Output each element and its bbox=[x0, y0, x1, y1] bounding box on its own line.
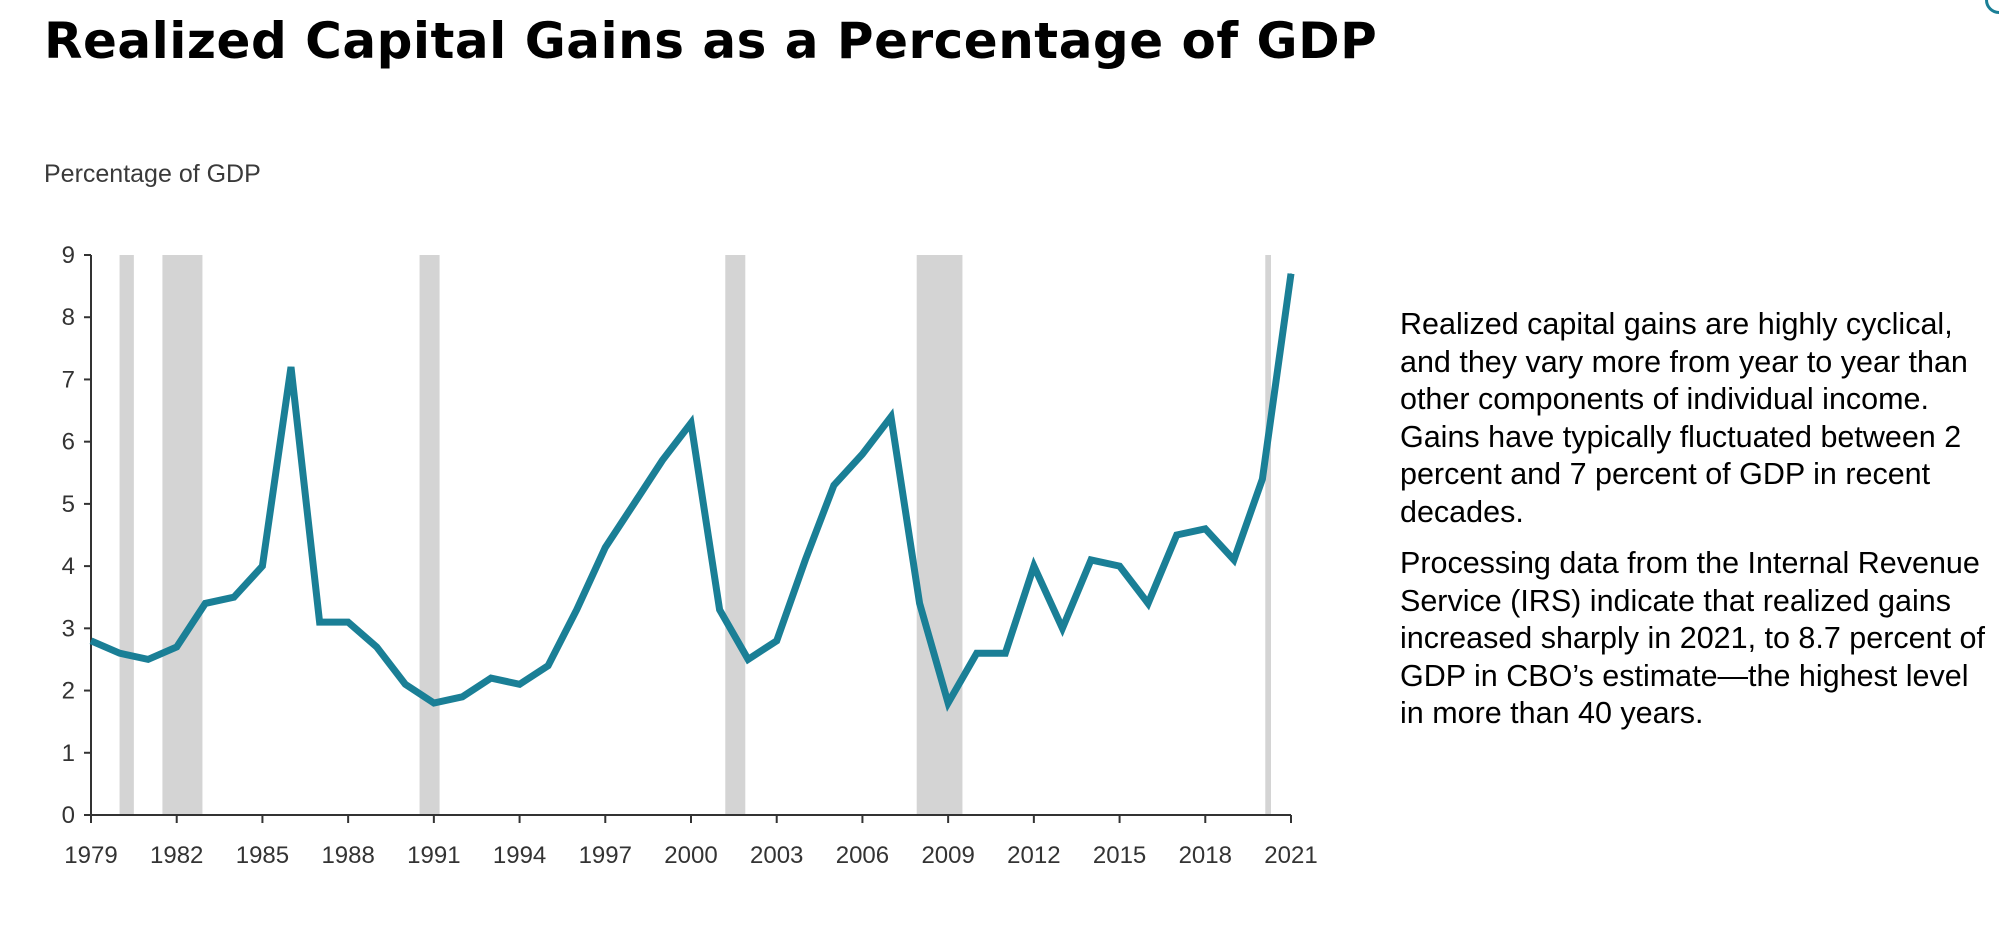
data-point bbox=[690, 422, 692, 424]
x-tick-label: 2018 bbox=[1179, 842, 1232, 869]
y-axis-title: Percentage of GDP bbox=[44, 160, 261, 188]
recession-band bbox=[119, 255, 134, 815]
x-tick-label: 1988 bbox=[321, 842, 374, 869]
recession-band bbox=[725, 255, 746, 815]
x-tick-label: 1997 bbox=[579, 842, 632, 869]
y-tick-label: 0 bbox=[62, 802, 75, 829]
y-tick-label: 1 bbox=[62, 740, 75, 767]
data-point bbox=[1061, 627, 1063, 629]
data-point bbox=[519, 683, 521, 685]
x-tick-label: 2015 bbox=[1093, 842, 1146, 869]
x-tick-label: 2003 bbox=[750, 842, 803, 869]
page-title: Realized Capital Gains as a Percentage o… bbox=[44, 12, 1378, 70]
data-point bbox=[976, 652, 978, 654]
data-point bbox=[833, 484, 835, 486]
data-point bbox=[1004, 652, 1006, 654]
data-point bbox=[747, 658, 749, 660]
recession-band bbox=[162, 255, 203, 815]
data-point bbox=[947, 702, 949, 704]
data-point bbox=[919, 602, 921, 604]
commentary-text: Realized capital gains are highly cyclic… bbox=[1400, 306, 1985, 747]
y-tick-label: 4 bbox=[62, 553, 75, 580]
data-point bbox=[490, 677, 492, 679]
x-tick-label: 1994 bbox=[493, 842, 546, 869]
data-point bbox=[719, 609, 721, 611]
data-point bbox=[261, 565, 263, 567]
data-point bbox=[547, 665, 549, 667]
data-point bbox=[319, 621, 321, 623]
recession-band bbox=[1265, 255, 1271, 815]
x-tick-label: 2009 bbox=[921, 842, 974, 869]
data-point bbox=[119, 652, 121, 654]
x-tick-label: 2012 bbox=[1007, 842, 1060, 869]
x-tick-label: 2000 bbox=[664, 842, 717, 869]
data-point bbox=[90, 640, 92, 642]
series-layer bbox=[89, 273, 1295, 712]
commentary-paragraph-2: Processing data from the Internal Revenu… bbox=[1400, 546, 1985, 730]
data-point bbox=[861, 453, 863, 455]
chart-area: Percentage of GDP 0 1 2 3 4 5 6 7 8 9 1979 1982 198… bbox=[0, 150, 1340, 890]
data-point bbox=[176, 646, 178, 648]
data-point bbox=[1119, 565, 1121, 567]
y-tick-label: 6 bbox=[62, 429, 75, 456]
data-point bbox=[1147, 602, 1149, 604]
data-point bbox=[376, 646, 378, 648]
data-point bbox=[147, 658, 149, 660]
data-point bbox=[633, 503, 635, 505]
commentary-paragraph-1: Realized capital gains are highly cyclic… bbox=[1400, 307, 1968, 529]
data-point bbox=[804, 559, 806, 561]
x-tick-label: 2021 bbox=[1264, 842, 1317, 869]
x-tick-label: 1985 bbox=[236, 842, 289, 869]
data-point bbox=[233, 596, 235, 598]
data-point bbox=[1290, 273, 1292, 275]
data-point bbox=[1204, 528, 1206, 530]
y-tick-label: 3 bbox=[62, 615, 75, 642]
recession-band bbox=[419, 255, 440, 815]
x-tick-label: 1979 bbox=[64, 842, 117, 869]
data-point bbox=[461, 696, 463, 698]
data-point bbox=[604, 546, 606, 548]
x-axis-ticks: 1979 1982 1985 1988 1991 1994 1997 2000 2003 2006… bbox=[64, 815, 1318, 869]
series-line bbox=[89, 273, 1295, 712]
recession-bands bbox=[119, 255, 1271, 815]
data-point bbox=[1233, 559, 1235, 561]
data-point bbox=[890, 416, 892, 418]
data-point bbox=[347, 621, 349, 623]
data-point bbox=[433, 702, 435, 704]
data-point bbox=[1090, 559, 1092, 561]
line-chart: Percentage of GDP 0 1 2 3 4 5 6 7 8 9 1979 1982 198… bbox=[44, 160, 1318, 869]
data-point bbox=[776, 640, 778, 642]
x-tick-label: 2006 bbox=[836, 842, 889, 869]
data-point bbox=[1033, 565, 1035, 567]
data-point bbox=[1261, 478, 1263, 480]
data-point bbox=[290, 366, 292, 368]
recession-band bbox=[916, 255, 963, 815]
y-axis-ticks: 0 1 2 3 4 5 6 7 8 9 bbox=[62, 242, 91, 829]
data-point bbox=[404, 683, 406, 685]
data-point bbox=[204, 602, 206, 604]
corner-badge-icon bbox=[1985, 0, 1999, 14]
x-tick-label: 1982 bbox=[150, 842, 203, 869]
data-point bbox=[1176, 534, 1178, 536]
y-tick-label: 5 bbox=[62, 491, 75, 518]
y-tick-label: 8 bbox=[62, 304, 75, 331]
y-tick-label: 9 bbox=[62, 242, 75, 269]
data-point bbox=[576, 609, 578, 611]
y-tick-label: 7 bbox=[62, 366, 75, 393]
data-point bbox=[661, 459, 663, 461]
x-tick-label: 1991 bbox=[407, 842, 460, 869]
y-tick-label: 2 bbox=[62, 678, 75, 705]
